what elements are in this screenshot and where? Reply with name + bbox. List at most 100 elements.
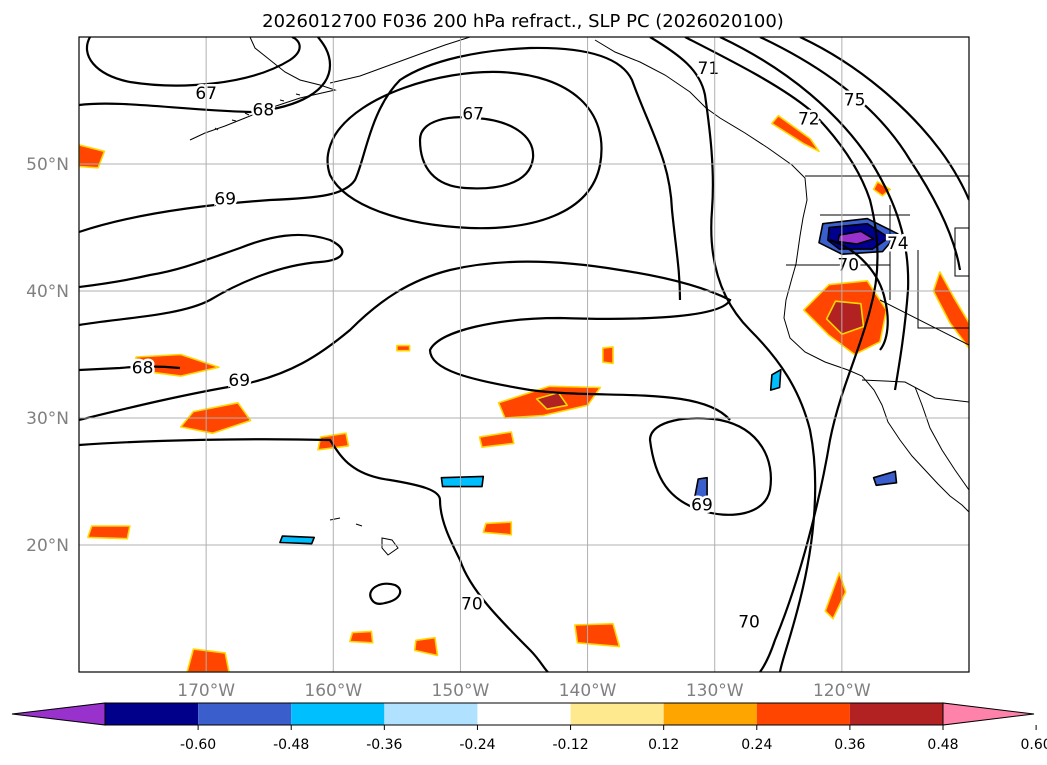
colorbar-tick-label-0: -0.60 [180,737,216,753]
slp-contour-68-west [79,37,332,114]
slp-contour-67-center [418,116,535,190]
slp-contour-75 [799,37,969,201]
contour-label-9: 68 [132,358,154,378]
lat-tick-label-0: 20°N [26,536,69,556]
alaska-coastline [189,37,471,141]
latitude-labels: 20°N 30°N 40°N 50°N [26,155,69,556]
colorbar-bin-7 [663,703,757,725]
colorbar-bin-4 [384,703,478,725]
slp-contour-71 [649,37,817,672]
slp-contour-70-east [829,238,889,351]
baja-coastline [914,386,969,491]
contour-label-halo-5: 75 [844,91,866,111]
shaded-region-8 [535,391,569,410]
contour-label-halo-7: 74 [887,234,909,254]
hawaii-islands [329,517,399,556]
colorbar-bin-9 [849,703,943,725]
shaded-region-16 [824,572,847,620]
slp-contour-68-southwest [79,365,181,372]
colorbar: -0.60 -0.48 -0.36 -0.24 -0.12 0.12 0.24 0.36 0.4… [11,702,1047,753]
shaded-region-28 [769,368,782,391]
slp-contour-73 [719,37,910,391]
contour-label-5: 75 [844,91,866,111]
shaded-region-27 [279,535,316,545]
colorbar-tick-label-4: -0.12 [552,737,588,753]
longitude-labels: 170°W 160°W 150°W 140°W 130°W 120°W [177,681,871,701]
contour-label-8: 70 [837,256,859,276]
contour-label-2: 67 [462,104,484,124]
contour-label-halo-10: 69 [228,371,250,391]
aleutian-islands [214,93,301,131]
mexico-border [861,379,969,403]
lat-tick-label-3: 50°N [26,155,69,175]
slp-contour-layer [79,37,969,672]
colorbar-tick-label-9: 0.60 [1021,737,1047,753]
shaded-region-1 [825,300,865,336]
contour-label-halo-11: 69 [691,496,713,516]
colorbar-bin-8 [756,703,850,725]
contour-label-4: 71 [698,59,720,79]
contour-label-3: 69 [214,190,236,210]
shaded-region-9 [79,144,106,169]
colorbar-tick-label-8: 0.48 [927,737,958,753]
contour-label-11: 69 [691,496,713,516]
lon-tick-label-5: 120°W [813,681,871,701]
shaded-region-24 [693,476,708,501]
contour-label-halo-1: 68 [253,101,275,121]
contour-label-halo-13: 70 [738,612,760,632]
state-borders [786,205,969,346]
colorbar-tick-label-3: -0.24 [459,737,495,753]
map-background [79,37,969,672]
contour-label-halo-6: 72 [798,110,820,130]
shaded-region-14 [87,525,131,540]
slp-contour-70 [79,438,549,672]
colorbar-extend-max [942,702,1035,726]
colorbar-tick-label-5: 0.12 [648,737,679,753]
slp-contour-74 [759,37,962,271]
colorbar-tick-label-2: -0.36 [366,737,402,753]
shaded-region-19 [771,114,820,153]
slp-contour-68-center [326,70,603,230]
contour-label-halo-8: 70 [837,256,859,276]
slp-contour-69-south [79,260,732,422]
contour-label-6: 72 [798,110,820,130]
shaded-region-15 [482,521,513,536]
slp-contour-67-west [85,37,301,87]
map-frame [78,36,970,673]
chart-title: 2026012700 F036 200 hPa refract., SLP PC… [262,11,784,32]
colorbar-tick-label-1: -0.48 [273,737,309,753]
coastline-layer [189,37,969,556]
colorbar-bin-5 [477,703,571,725]
contour-label-13: 70 [738,612,760,632]
contour-label-1: 68 [253,101,275,121]
shaded-anomaly-layer [79,114,969,672]
colorbar-bin-6 [570,703,664,725]
contour-label-halo-12: 70 [461,595,483,615]
shaded-region-23 [348,630,374,644]
shaded-region-25 [872,470,898,487]
colorbar-tick-label-7: 0.36 [834,737,865,753]
shaded-region-22 [601,346,614,365]
colorbar-bin-1 [105,703,199,725]
shaded-region-13 [574,622,621,648]
colorbar-bin-3 [291,703,385,725]
lon-tick-label-1: 160°W [304,681,362,701]
graticule [79,37,969,672]
contour-label-halo-4: 71 [698,59,720,79]
colorbar-extend-min [11,702,106,726]
contour-label-7: 74 [887,234,909,254]
shaded-region-26 [440,475,485,488]
contour-label-halo-9: 68 [132,358,154,378]
contour-label-10: 69 [228,371,250,391]
slp-contour-69-north [79,46,682,301]
lon-tick-label-4: 130°W [686,681,744,701]
lat-tick-label-2: 40°N [26,282,69,302]
slp-contour-72 [684,37,879,672]
contour-label-12: 70 [461,595,483,615]
lon-tick-label-2: 150°W [432,681,490,701]
shaded-region-12 [186,648,230,672]
bc-coastline [594,39,969,513]
lon-tick-label-3: 140°W [559,681,617,701]
